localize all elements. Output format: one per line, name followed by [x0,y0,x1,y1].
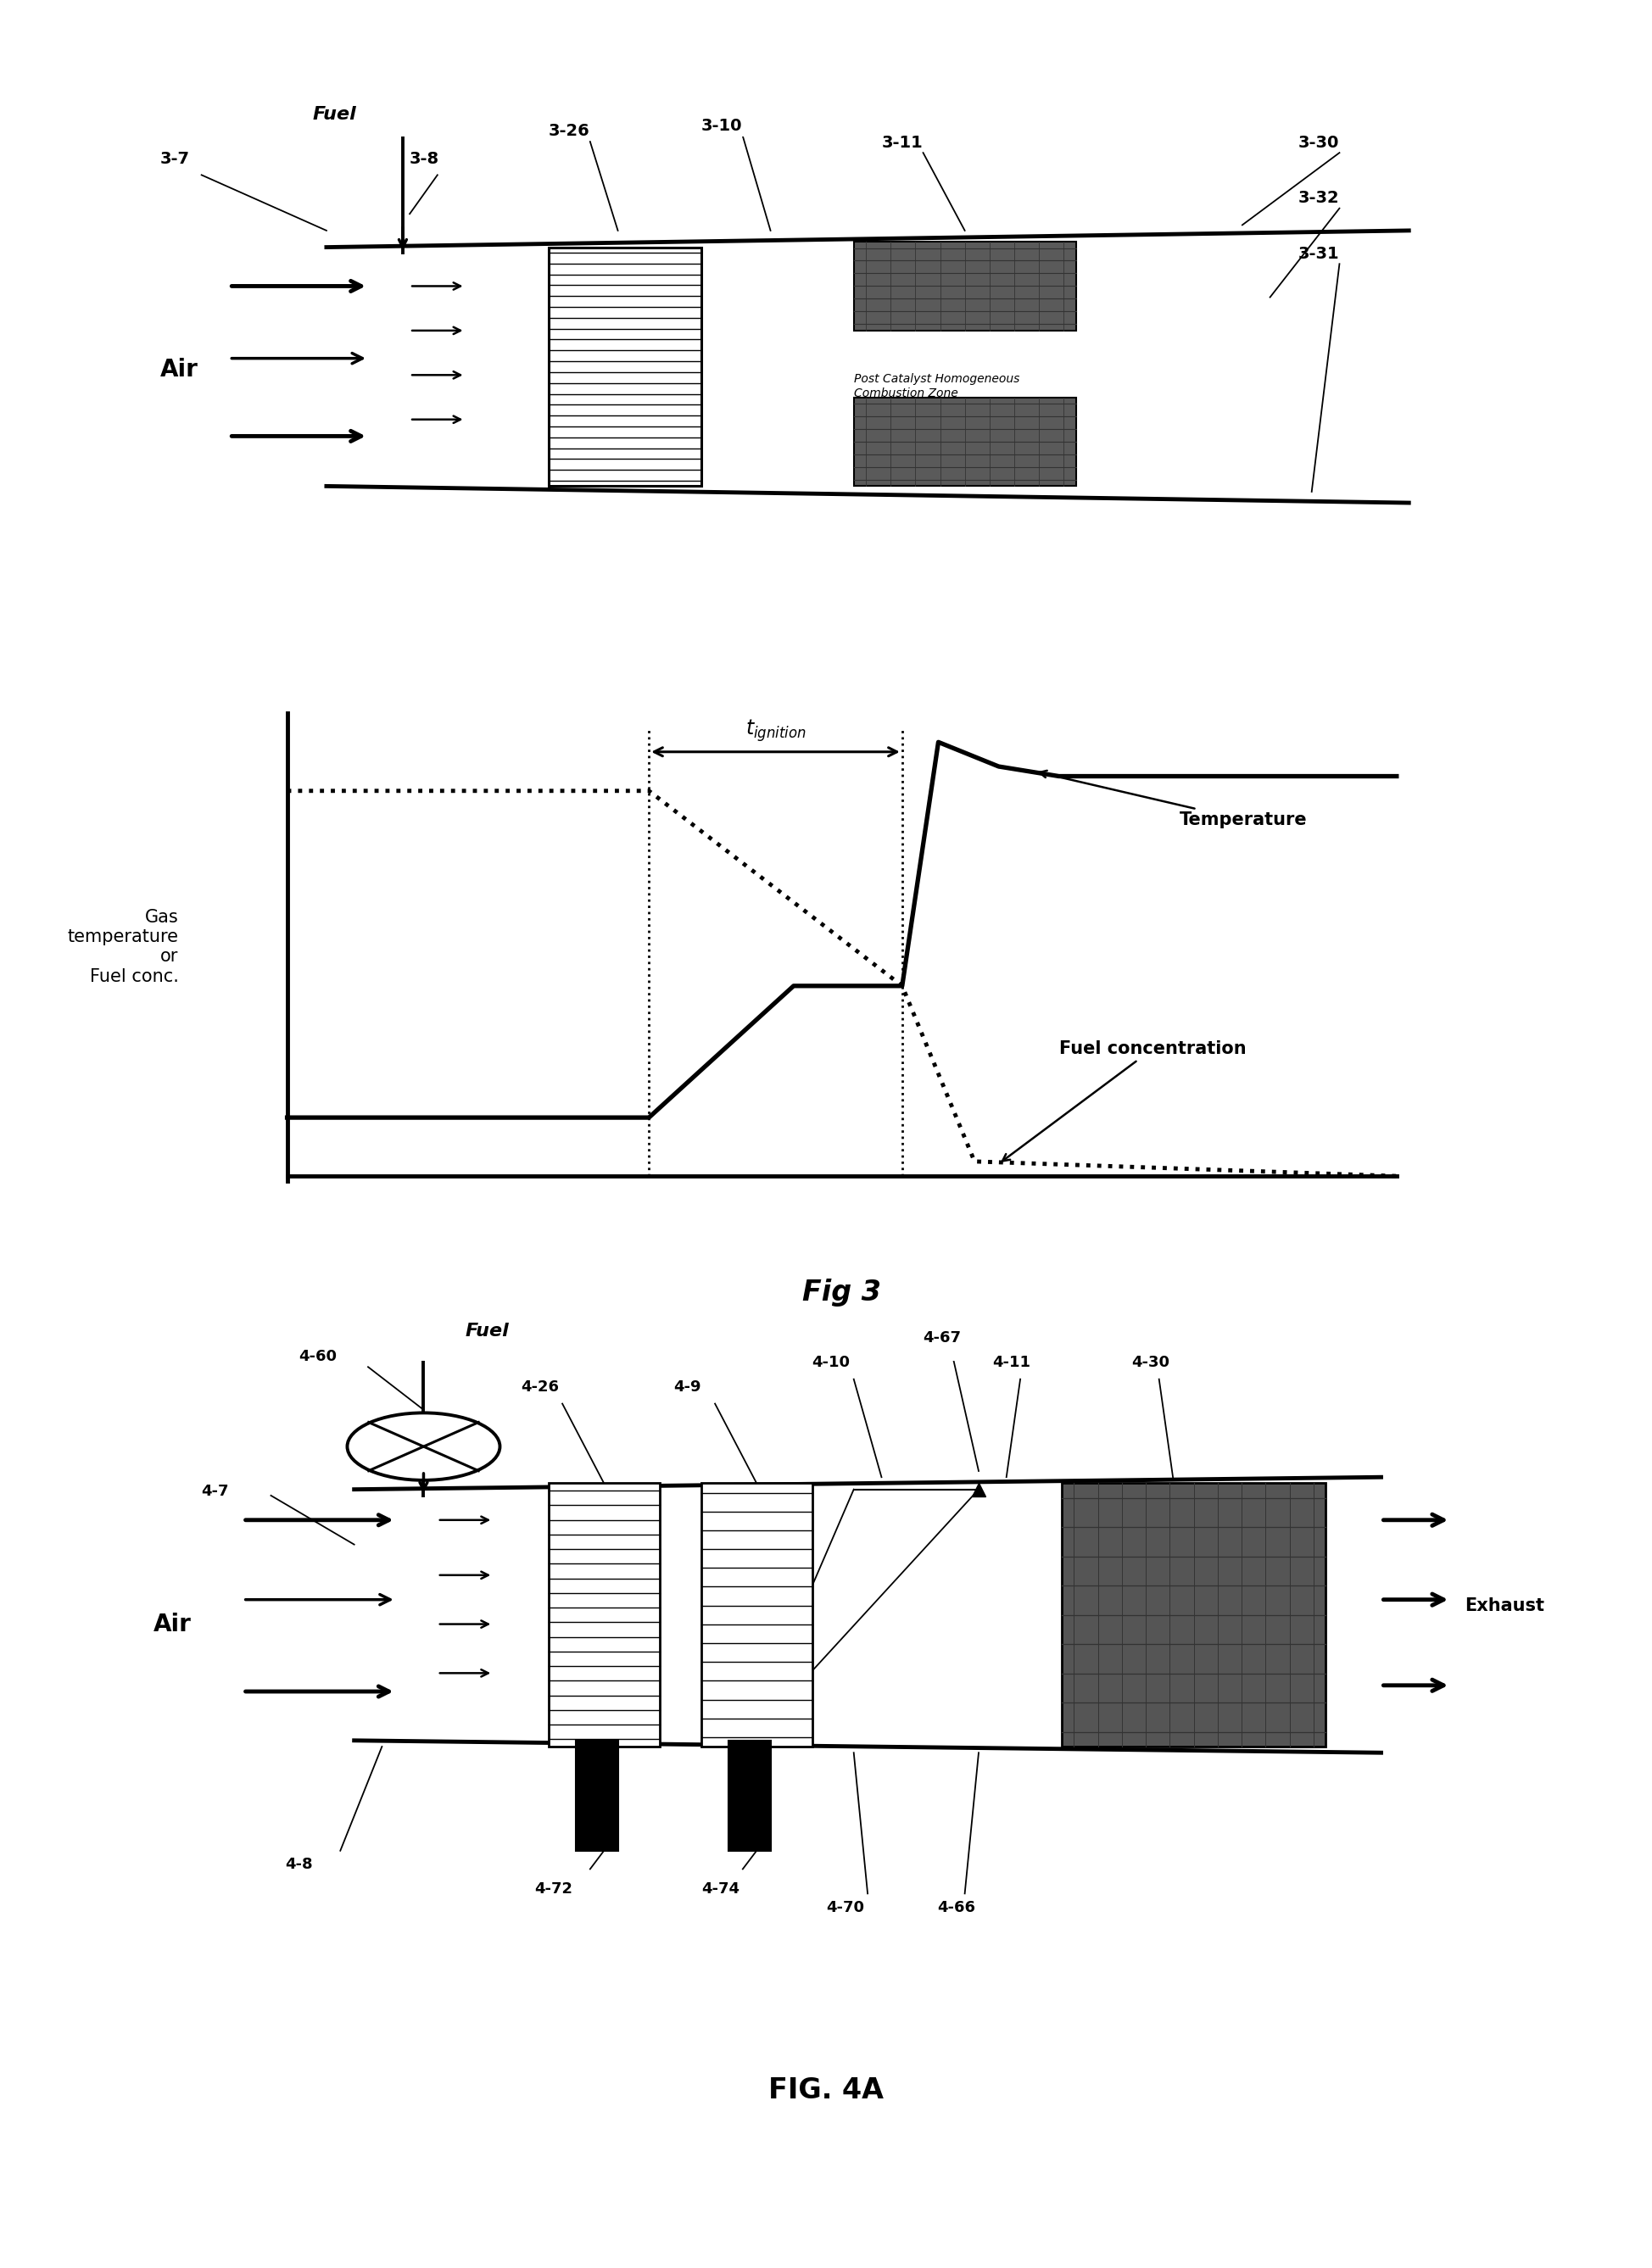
Text: 4-7: 4-7 [202,1483,230,1499]
Text: Post Catalyst Homogeneous
Combustion Zone: Post Catalyst Homogeneous Combustion Zon… [854,374,1019,399]
Text: 3-32: 3-32 [1298,191,1340,206]
Text: 4-26: 4-26 [520,1379,558,1395]
Text: Fuel: Fuel [312,107,357,122]
Text: Air: Air [154,1613,192,1635]
Text: Fuel: Fuel [466,1322,509,1340]
Text: Temperature: Temperature [1039,771,1307,828]
Text: 4-72: 4-72 [535,1882,573,1896]
Text: 3-26: 3-26 [548,122,590,138]
Text: Fuel concentration: Fuel concentration [1003,1041,1246,1161]
Text: 3-31: 3-31 [1298,245,1340,261]
Bar [1062,1483,1325,1746]
Bar [854,397,1075,485]
Text: $t_{ignition}$: $t_{ignition}$ [745,717,806,744]
Bar [577,1740,618,1851]
Text: FIG. 4A: FIG. 4A [768,2075,884,2105]
Text: 4-10: 4-10 [813,1354,851,1370]
Text: Air: Air [160,358,198,381]
Bar [700,1483,813,1746]
Bar [729,1740,770,1851]
Text: 4-9: 4-9 [674,1379,700,1395]
Text: 3-7: 3-7 [160,152,190,168]
Text: 3-10: 3-10 [700,118,742,134]
Text: Gas
temperature
or
Fuel conc.: Gas temperature or Fuel conc. [68,909,178,984]
Bar [548,1483,659,1746]
Text: Exhaust: Exhaust [1464,1597,1545,1615]
Bar [548,247,700,485]
Text: 4-74: 4-74 [700,1882,740,1896]
Text: 4-30: 4-30 [1132,1354,1170,1370]
Text: 4-70: 4-70 [826,1901,864,1914]
Text: 4-8: 4-8 [284,1857,312,1873]
Text: 4-60: 4-60 [299,1349,337,1363]
Text: 3-8: 3-8 [410,152,439,168]
Text: 4-66: 4-66 [937,1901,975,1914]
Bar [854,243,1075,331]
Text: 3-30: 3-30 [1298,134,1338,150]
Text: 4-11: 4-11 [993,1354,1031,1370]
Text: 3-11: 3-11 [882,134,923,150]
Text: 4-67: 4-67 [923,1331,961,1345]
Text: Fig 3: Fig 3 [803,1279,881,1306]
